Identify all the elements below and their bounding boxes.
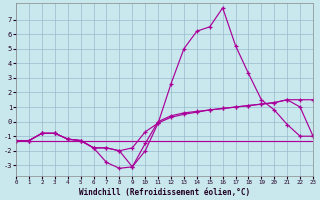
X-axis label: Windchill (Refroidissement éolien,°C): Windchill (Refroidissement éolien,°C) [79,188,250,197]
